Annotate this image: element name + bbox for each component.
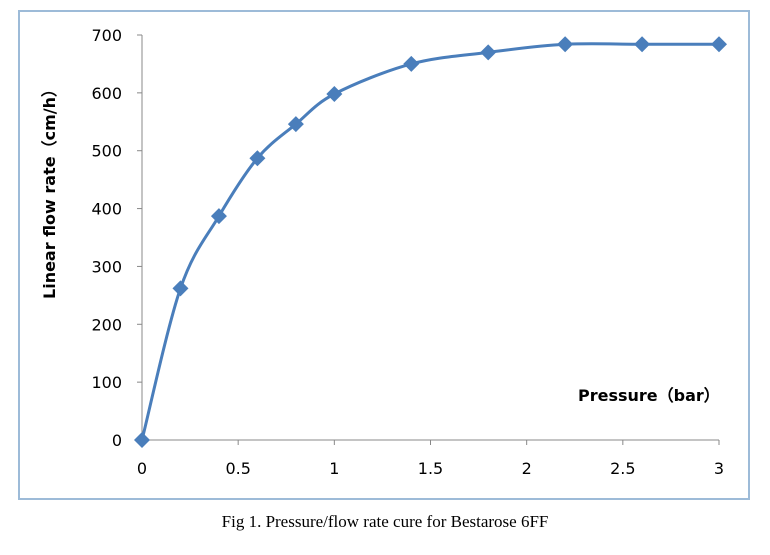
data-point-marker <box>249 150 266 167</box>
data-point-marker <box>557 36 574 53</box>
x-tick-label: 2.5 <box>610 459 635 478</box>
data-point-marker <box>480 44 497 61</box>
y-tick-label: 300 <box>91 257 122 276</box>
x-axis-title: Pressure（bar） <box>578 386 720 405</box>
y-tick-label: 600 <box>91 84 122 103</box>
figure-caption: Fig 1. Pressure/flow rate cure for Besta… <box>221 512 549 531</box>
x-tick-label: 0.5 <box>225 459 250 478</box>
data-point-marker <box>326 86 343 103</box>
y-tick-label: 500 <box>91 142 122 161</box>
x-tick-label: 1.5 <box>418 459 443 478</box>
data-point-marker <box>711 36 727 53</box>
y-tick-label: 200 <box>91 315 122 334</box>
line-chart: 0 100 200 300 400 500 600 700 0 0.5 1 1.5 2 2.5 3 Pres… <box>40 26 727 478</box>
x-tick-label: 2 <box>522 459 532 478</box>
data-point-marker <box>403 55 420 72</box>
data-point-marker <box>134 432 150 448</box>
y-tick-label: 700 <box>91 26 122 45</box>
chart-frame <box>18 10 750 500</box>
data-point-marker <box>172 280 189 297</box>
series-line <box>140 42 719 441</box>
y-tick-label: 400 <box>91 200 122 219</box>
y-tick-label: 0 <box>112 431 122 450</box>
x-tick-label: 3 <box>714 459 724 478</box>
x-tick-label: 0 <box>137 459 147 478</box>
y-axis-title: Linear flow rate（cm/h） <box>40 81 59 299</box>
y-tick-label: 100 <box>91 373 122 392</box>
x-tick-label: 1 <box>329 459 339 478</box>
data-point-marker <box>287 116 304 133</box>
data-point-marker <box>210 208 227 225</box>
data-point-marker <box>634 36 651 53</box>
